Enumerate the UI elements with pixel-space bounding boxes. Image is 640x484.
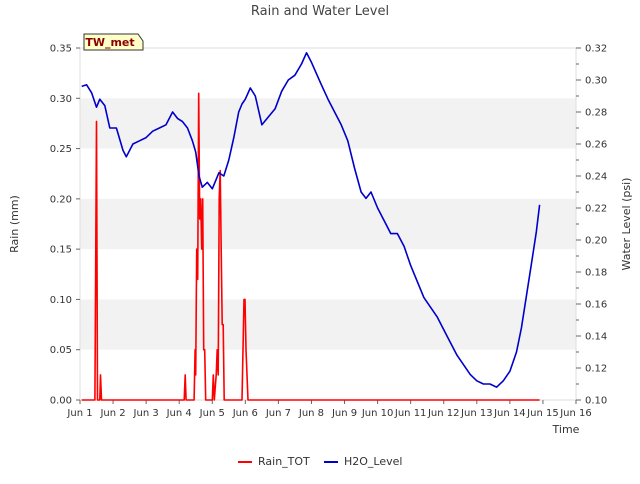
y-right-tick-label: 0.30 — [585, 76, 607, 87]
x-tick-label: Jun 2 — [99, 408, 125, 419]
series-line-h2o-level — [81, 52, 541, 388]
y-left-tick-label: 0.10 — [50, 295, 72, 306]
grid-band — [80, 299, 576, 350]
x-tick-label: Jun 5 — [199, 408, 225, 419]
y-right-tick-label: 0.26 — [585, 140, 607, 151]
series-line-rain-tot — [81, 92, 540, 401]
y-left-tick-label: 0.30 — [50, 94, 72, 105]
y-left-tick-label: 0.35 — [50, 44, 72, 55]
y-right-tick-label: 0.24 — [585, 172, 607, 183]
y-right-tick-label: 0.12 — [585, 364, 607, 375]
x-tick-label: Jun 6 — [232, 408, 258, 419]
y-right-tick-label: 0.28 — [585, 108, 607, 119]
y-right-tick-label: 0.16 — [585, 300, 607, 311]
x-tick-label: Jun 8 — [298, 408, 324, 419]
y-left-tick-label: 0.20 — [50, 194, 72, 205]
y-right-tick-label: 0.18 — [585, 268, 607, 279]
x-tick-label: Jun 15 — [526, 408, 559, 419]
y-right-tick-label: 0.10 — [585, 396, 607, 407]
series-lines — [81, 52, 541, 401]
x-tick-label: Jun 4 — [166, 408, 192, 419]
legend-h2o-label: H2O_Level — [344, 455, 402, 468]
x-tick-label: Jun 16 — [559, 408, 592, 419]
y-axis-right: 0.10 0.12 0.14 0.16 0.18 0.20 0.22 0.24 0.26 0.28… — [576, 44, 607, 407]
x-tick-label: Jun 12 — [427, 408, 460, 419]
x-tick-label: Jun 14 — [493, 408, 526, 419]
y-right-tick-label: 0.20 — [585, 236, 607, 247]
legend: Rain_TOT H2O_Level — [238, 455, 402, 468]
y-axis-right-label: Water Level (psi) — [620, 178, 633, 271]
grid-bands — [80, 98, 576, 350]
y-left-tick-label: 0.00 — [50, 396, 72, 407]
legend-rain-label: Rain_TOT — [258, 455, 310, 468]
y-left-tick-label: 0.05 — [50, 345, 72, 356]
y-left-tick-label: 0.25 — [50, 144, 72, 155]
grid-band — [80, 198, 576, 250]
x-axis: Jun 1 Jun 2 Jun 3 Jun 4 Jun 5 Jun 6 Jun 7 Jun 8… — [66, 400, 592, 419]
x-tick-label: Jun 3 — [133, 408, 159, 419]
y-axis-left: 0.00 0.05 0.10 0.15 0.20 0.25 0.30 0.35 — [50, 44, 80, 407]
y-right-tick-label: 0.22 — [585, 204, 607, 215]
site-badge: TW_met — [83, 33, 144, 51]
y-right-tick-label: 0.32 — [585, 44, 607, 55]
x-tick-label: Jun 10 — [361, 408, 394, 419]
x-tick-label: Jun 1 — [66, 408, 92, 419]
x-tick-label: Jun 13 — [460, 408, 493, 419]
y-left-tick-label: 0.15 — [50, 245, 72, 256]
chart-title: Rain and Water Level — [251, 4, 389, 19]
grid-band — [80, 98, 576, 149]
x-tick-label: Jun 9 — [331, 408, 357, 419]
x-tick-label: Jun 11 — [394, 408, 427, 419]
y-right-tick-label: 0.14 — [585, 332, 607, 343]
x-tick-label: Jun 7 — [265, 408, 291, 419]
site-badge-label: TW_met — [85, 36, 134, 49]
y-axis-left-label: Rain (mm) — [8, 195, 21, 253]
x-axis-label: Time — [552, 423, 580, 436]
